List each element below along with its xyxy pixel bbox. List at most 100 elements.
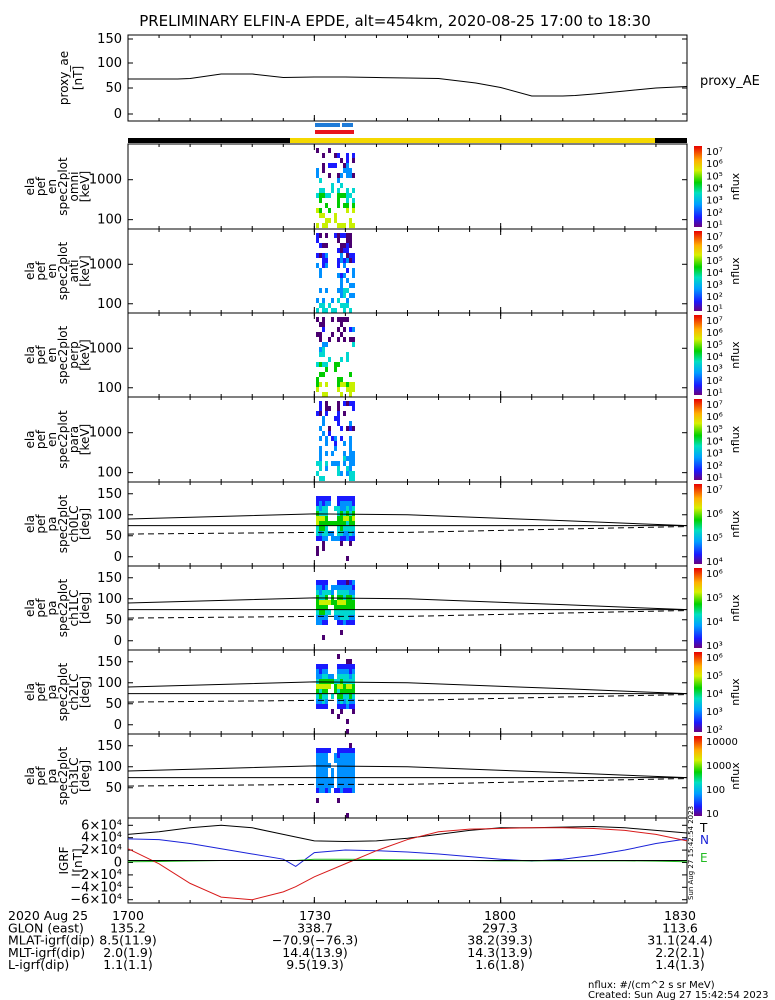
heat-cell [331, 783, 334, 788]
panel-perp: 1000100elapefenspec2plotperp[keV]10⁷10⁶1… [23, 312, 742, 399]
colorbar [694, 146, 702, 227]
heat-cell [316, 674, 319, 679]
heat-cell [316, 193, 319, 198]
heat-cell [328, 208, 331, 213]
heat-cell [340, 674, 343, 679]
heat-cell [340, 620, 343, 625]
heat-cell [346, 278, 349, 283]
heat-cell [322, 511, 325, 516]
heat-cell [337, 193, 340, 198]
heat-cell [352, 258, 355, 263]
heat-cell [346, 471, 349, 476]
heat-cell [349, 253, 352, 258]
heat-cell [316, 783, 319, 788]
heat-cell [325, 496, 328, 501]
heat-cell [346, 198, 349, 203]
heat-cell [319, 768, 322, 773]
heat-cell [331, 317, 334, 322]
heat-cell [316, 758, 319, 763]
heat-cell [331, 600, 334, 605]
heat-cell [325, 595, 328, 600]
heat-cell [322, 188, 325, 193]
heat-cell [343, 496, 346, 501]
heat-cell [319, 664, 322, 669]
heat-cell [319, 273, 322, 278]
ylabel-line: ela [23, 767, 37, 785]
heat-cell [322, 664, 325, 669]
ephem-row-label: 2020 Aug 25 [8, 908, 88, 923]
heat-cell [349, 659, 352, 664]
heat-cell [337, 536, 340, 541]
heat-cell [343, 456, 346, 461]
plot-title: PRELIMINARY ELFIN-A EPDE, alt=454km, 202… [139, 12, 651, 30]
ylabel-line: [nT] [71, 848, 85, 872]
heat-cell [322, 421, 325, 426]
heat-cell [352, 605, 355, 610]
heat-cell [349, 426, 352, 431]
igrf-legend-E: E [700, 851, 708, 865]
ytick-label: −6×10⁴ [70, 893, 122, 908]
colorbar-tick: 10⁴ [706, 352, 723, 363]
heat-cell [349, 669, 352, 674]
heat-cell [352, 511, 355, 516]
heat-cell [346, 590, 349, 595]
heat-cell [352, 610, 355, 615]
heat-cell [352, 268, 355, 273]
heat-cell [346, 659, 349, 664]
heat-cell [343, 768, 346, 773]
heat-cell [352, 401, 355, 406]
heat-cell [352, 283, 355, 288]
colorbar-tick: 10⁶ [706, 653, 723, 664]
heat-cell [340, 664, 343, 669]
colorbar-tick: 10⁷ [706, 400, 723, 411]
heat-cell [316, 168, 319, 173]
heat-cell [322, 253, 325, 258]
heat-cell [331, 308, 334, 313]
colorbar-tick: 10¹ [706, 304, 723, 315]
heat-cell [340, 689, 343, 694]
panel-para: 1000100elapefenspec2plotpara[keV]10⁷10⁶1… [23, 396, 742, 484]
heat-cell [349, 541, 352, 546]
heat-cell [322, 342, 325, 347]
ephem-cell: 113.6 [662, 920, 698, 935]
heat-cell [337, 421, 340, 426]
heat-cell [325, 288, 328, 293]
heat-cell [340, 183, 343, 188]
heat-cell [334, 585, 337, 590]
heat-cell [334, 163, 337, 168]
ephem-cell: 1800 [484, 908, 516, 923]
heat-cell [337, 263, 340, 268]
ylabel-line: ela [23, 177, 37, 195]
heat-cell [325, 753, 328, 758]
heat-cell [316, 664, 319, 669]
heat-cell [337, 704, 340, 709]
colorbar-label: nflux [729, 425, 742, 453]
heat-cell [352, 456, 355, 461]
ylabel-line: proxy_ae [57, 51, 71, 105]
heat-cell [340, 679, 343, 684]
heat-cell [346, 600, 349, 605]
heat-cell [319, 347, 322, 352]
heat-cell [322, 526, 325, 531]
heat-cell [325, 466, 328, 471]
heat-cell [346, 595, 349, 600]
anti-loss-cone-line [127, 778, 688, 787]
heat-cell [346, 188, 349, 193]
science-zone-red [315, 130, 354, 134]
heat-cell [322, 585, 325, 590]
heat-cell [343, 501, 346, 506]
heat-cell [346, 387, 349, 392]
heat-cell [340, 243, 343, 248]
heat-cell [322, 605, 325, 610]
ylabel-line: [keV] [78, 424, 92, 455]
heat-cell [346, 516, 349, 521]
ylabel-line: pef [34, 766, 48, 786]
heat-cell [349, 748, 352, 753]
heat-cell [343, 223, 346, 228]
colorbar-tick: 10² [706, 725, 723, 736]
heat-cell [340, 253, 343, 258]
heat-cell [322, 753, 325, 758]
heat-cell [319, 536, 322, 541]
heat-cell [319, 610, 322, 615]
